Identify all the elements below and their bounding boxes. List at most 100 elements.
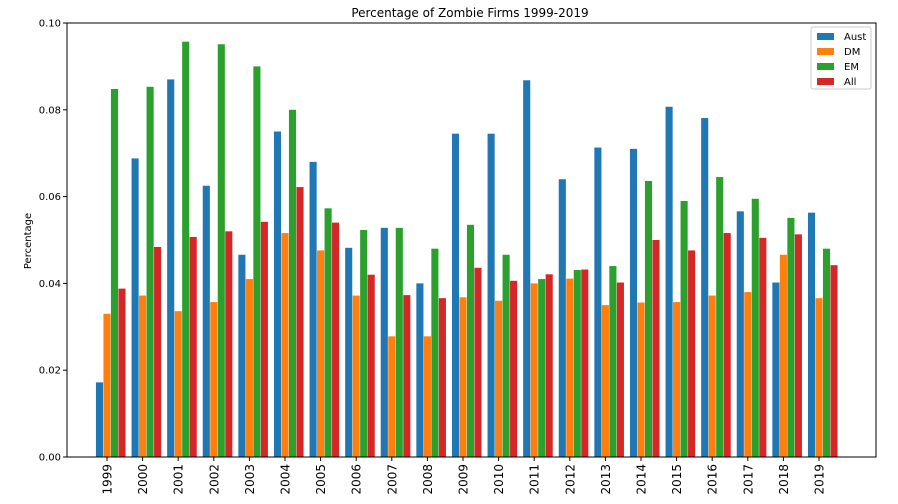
bar-all-2004 bbox=[296, 187, 304, 458]
x-tick-label: 2016 bbox=[706, 464, 720, 495]
legend-swatch-aust bbox=[817, 33, 834, 40]
bar-dm-2004 bbox=[281, 233, 289, 457]
bar-em-2004 bbox=[288, 109, 297, 458]
bar-aust-2013 bbox=[594, 147, 602, 457]
x-tick-label: 2001 bbox=[172, 464, 186, 495]
bar-em-2011 bbox=[538, 279, 546, 457]
bar-em-2009 bbox=[466, 224, 475, 457]
bar-aust-2009 bbox=[451, 133, 460, 458]
bar-aust-2008 bbox=[416, 283, 424, 457]
bar-all-1999 bbox=[118, 288, 126, 457]
x-tick-label: 2000 bbox=[136, 464, 150, 495]
bar-aust-2014 bbox=[629, 148, 638, 458]
bar-aust-2005 bbox=[309, 161, 317, 457]
x-tick-label: 2019 bbox=[813, 464, 827, 495]
bar-em-2006 bbox=[360, 230, 368, 457]
bar-em-2014 bbox=[644, 180, 653, 458]
bar-aust-2019 bbox=[807, 212, 816, 457]
x-tick-label: 2013 bbox=[599, 464, 613, 495]
x-tick-label: 2007 bbox=[385, 464, 399, 495]
bar-aust-2001 bbox=[167, 79, 175, 458]
bar-em-2010 bbox=[502, 254, 510, 457]
x-tick-label: 2018 bbox=[777, 464, 791, 495]
legend-box bbox=[810, 26, 872, 90]
bar-aust-2018 bbox=[772, 282, 780, 457]
bar-dm-2015 bbox=[673, 302, 681, 457]
x-tick-label: 2014 bbox=[635, 464, 649, 495]
bar-aust-2010 bbox=[487, 133, 495, 458]
bar-aust-2007 bbox=[380, 227, 388, 457]
x-tick-label: 2002 bbox=[207, 464, 221, 495]
bar-aust-2012 bbox=[558, 179, 566, 458]
y-ticks-group: 0.00 0.02 0.04 0.06 0.08 0.10 bbox=[39, 19, 67, 464]
bar-all-2001 bbox=[189, 236, 197, 457]
bar-all-2017 bbox=[759, 237, 767, 457]
bar-dm-1999 bbox=[103, 313, 111, 457]
bar-all-2007 bbox=[403, 295, 411, 457]
bar-dm-2008 bbox=[423, 336, 431, 457]
bar-all-2012 bbox=[581, 269, 589, 457]
bar-dm-2009 bbox=[459, 297, 467, 457]
x-ticks-group: 1999 2000 2001 2002 2003 2004 2005 2006 2007 2008… bbox=[101, 457, 827, 495]
chart-title: Percentage of Zombie Firms 1999-2019 bbox=[351, 6, 588, 20]
bar-aust-2006 bbox=[345, 247, 353, 457]
bar-dm-2017 bbox=[744, 292, 752, 457]
bar-em-2012 bbox=[573, 269, 581, 457]
bar-em-2008 bbox=[431, 248, 439, 457]
bar-all-2015 bbox=[688, 250, 696, 457]
x-tick-label: 1999 bbox=[101, 464, 115, 495]
bar-all-2009 bbox=[474, 267, 482, 457]
bar-dm-2007 bbox=[388, 336, 396, 457]
bar-all-2010 bbox=[510, 280, 518, 457]
legend-label-em: EM bbox=[844, 62, 859, 73]
bar-aust-2015 bbox=[665, 106, 673, 457]
x-tick-label: 2005 bbox=[314, 464, 328, 495]
y-tick-label: 0.06 bbox=[39, 192, 61, 203]
legend-label-all: All bbox=[844, 77, 856, 88]
bar-dm-2000 bbox=[139, 295, 147, 457]
y-tick-label: 0.00 bbox=[39, 453, 61, 464]
bar-dm-2014 bbox=[637, 302, 645, 457]
bar-all-2018 bbox=[794, 234, 802, 457]
bar-aust-2000 bbox=[131, 158, 139, 457]
bar-dm-2011 bbox=[530, 283, 538, 457]
bar-em-2003 bbox=[253, 66, 261, 458]
bar-em-2001 bbox=[182, 41, 190, 457]
bar-aust-2003 bbox=[238, 254, 246, 457]
bar-dm-2019 bbox=[815, 298, 823, 457]
bar-aust-2011 bbox=[523, 80, 531, 457]
bar-dm-2002 bbox=[210, 302, 218, 457]
bar-dm-2003 bbox=[245, 279, 253, 457]
legend-label-dm: DM bbox=[844, 47, 860, 58]
bar-all-2000 bbox=[154, 246, 162, 457]
x-tick-label: 2003 bbox=[243, 464, 257, 495]
y-tick-label: 0.02 bbox=[39, 366, 61, 377]
bar-em-2005 bbox=[324, 208, 332, 457]
x-tick-label: 2015 bbox=[670, 464, 684, 495]
y-axis-label: Percentage bbox=[23, 213, 34, 269]
bar-dm-2010 bbox=[495, 300, 503, 457]
bar-em-2017 bbox=[751, 198, 759, 457]
x-tick-label: 2012 bbox=[563, 464, 577, 495]
bar-em-1999 bbox=[110, 88, 119, 457]
legend-swatch-em bbox=[817, 63, 834, 70]
y-tick-label: 0.04 bbox=[39, 279, 61, 290]
bar-dm-2016 bbox=[708, 295, 716, 457]
bar-all-2006 bbox=[367, 274, 375, 457]
bar-all-2005 bbox=[332, 222, 340, 457]
bar-em-2013 bbox=[609, 266, 617, 457]
legend-label-aust: Aust bbox=[844, 32, 866, 43]
bar-dm-2005 bbox=[317, 250, 325, 457]
bar-dm-2006 bbox=[352, 295, 360, 457]
x-tick-label: 2010 bbox=[492, 464, 506, 495]
bar-em-2000 bbox=[146, 86, 154, 458]
bars-group bbox=[95, 41, 838, 458]
bar-dm-2018 bbox=[779, 254, 787, 457]
bar-em-2018 bbox=[787, 217, 795, 457]
bar-em-2002 bbox=[217, 44, 225, 458]
bar-em-2007 bbox=[395, 227, 403, 457]
x-tick-label: 2011 bbox=[528, 464, 542, 495]
x-tick-label: 2006 bbox=[350, 464, 364, 495]
plot-frame bbox=[66, 22, 877, 458]
